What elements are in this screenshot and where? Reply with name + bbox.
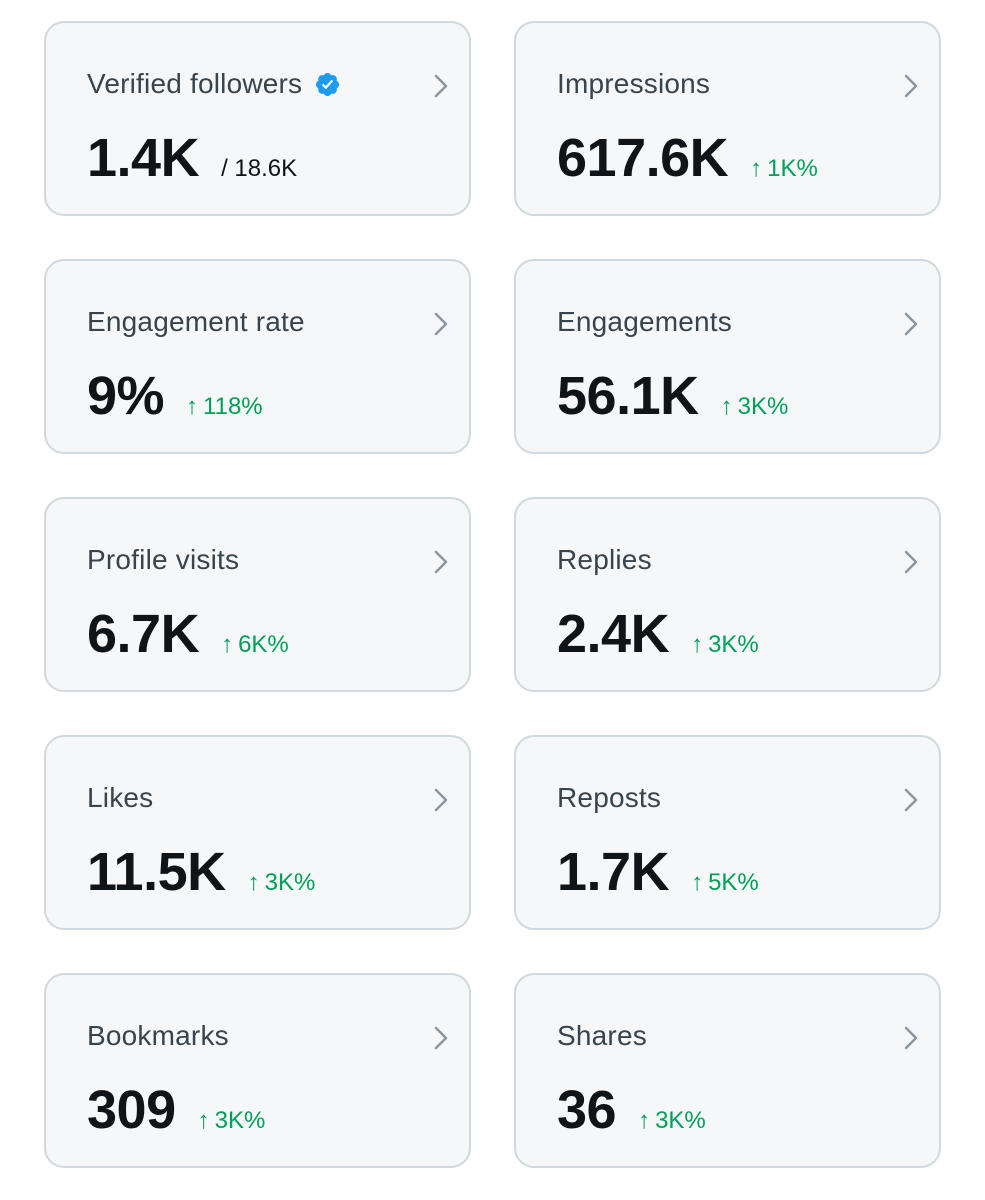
metric-delta: ↑ 3K% xyxy=(198,1107,266,1135)
chevron-right-icon[interactable] xyxy=(903,311,919,337)
metric-label: Replies xyxy=(557,544,652,575)
arrow-up-icon: ↑ xyxy=(186,393,199,420)
metric-delta: ↑ 118% xyxy=(186,393,263,421)
metric-delta: ↑ 3K% xyxy=(691,631,759,659)
chevron-right-icon[interactable] xyxy=(433,73,449,99)
metrics-grid: Verified followers 1.4K / 18.6K Impressi… xyxy=(44,21,941,1168)
metric-card-profile-visits[interactable]: Profile visits 6.7K ↑ 6K% xyxy=(44,497,471,692)
chevron-right-icon[interactable] xyxy=(433,787,449,813)
metric-value: 56.1K xyxy=(557,366,699,426)
metric-label: Engagement rate xyxy=(87,306,305,337)
metric-card-likes[interactable]: Likes 11.5K ↑ 3K% xyxy=(44,735,471,930)
metric-label: Bookmarks xyxy=(87,1020,229,1051)
metric-delta: ↑ 6K% xyxy=(221,631,289,659)
arrow-up-icon: ↑ xyxy=(691,869,704,896)
metric-card-engagement-rate[interactable]: Engagement rate 9% ↑ 118% xyxy=(44,259,471,454)
metric-delta-value: 1K% xyxy=(767,155,818,182)
verified-badge-icon xyxy=(316,72,340,96)
metric-card-shares[interactable]: Shares 36 ↑ 3K% xyxy=(514,973,941,1168)
metric-value: 617.6K xyxy=(557,128,729,188)
metric-label: Likes xyxy=(87,782,154,813)
metric-delta: ↑ 3K% xyxy=(248,869,316,897)
metric-delta-value: 118% xyxy=(203,393,263,420)
metric-value-row: 1.4K / 18.6K xyxy=(87,131,297,185)
arrow-up-icon: ↑ xyxy=(750,155,763,182)
metric-label: Reposts xyxy=(557,782,662,813)
metric-value-row: 36 ↑ 3K% xyxy=(557,1083,706,1137)
metric-delta-value: 3K% xyxy=(214,1107,266,1134)
metric-card-verified-followers[interactable]: Verified followers 1.4K / 18.6K xyxy=(44,21,471,216)
metric-delta: ↑ 5K% xyxy=(691,869,759,897)
arrow-up-icon: ↑ xyxy=(247,869,260,896)
metric-delta: ↑ 3K% xyxy=(638,1107,706,1135)
chevron-right-icon[interactable] xyxy=(903,787,919,813)
arrow-up-icon: ↑ xyxy=(691,631,704,658)
chevron-right-icon[interactable] xyxy=(903,73,919,99)
metric-value: 9% xyxy=(87,366,165,426)
metric-value-row: 9% ↑ 118% xyxy=(87,369,263,423)
metric-delta-value: 3K% xyxy=(708,631,759,658)
metric-label: Impressions xyxy=(557,68,711,99)
metric-delta-value: 3K% xyxy=(737,393,789,420)
metric-value-row: 2.4K ↑ 3K% xyxy=(557,607,759,661)
metric-delta: ↑ 3K% xyxy=(721,393,789,421)
metric-card-replies[interactable]: Replies 2.4K ↑ 3K% xyxy=(514,497,941,692)
metric-delta-value: 3K% xyxy=(655,1107,706,1134)
chevron-right-icon[interactable] xyxy=(433,549,449,575)
metric-delta: ↑ 1K% xyxy=(750,155,818,183)
metric-label: Profile visits xyxy=(87,544,240,575)
metric-label-row: Verified followers xyxy=(87,68,341,100)
metric-card-reposts[interactable]: Reposts 1.7K ↑ 5K% xyxy=(514,735,941,930)
metric-label: Shares xyxy=(557,1020,647,1051)
arrow-up-icon: ↑ xyxy=(720,393,733,420)
metric-value-row: 6.7K ↑ 6K% xyxy=(87,607,289,661)
metric-value-row: 309 ↑ 3K% xyxy=(87,1083,265,1137)
chevron-right-icon[interactable] xyxy=(903,549,919,575)
arrow-up-icon: ↑ xyxy=(197,1107,210,1134)
metric-value: 309 xyxy=(87,1080,176,1140)
metric-value-row: 617.6K ↑ 1K% xyxy=(557,131,818,185)
metric-delta-value: 3K% xyxy=(264,869,316,896)
arrow-up-icon: ↑ xyxy=(221,631,234,658)
metric-value-row: 56.1K ↑ 3K% xyxy=(557,369,788,423)
metric-value-row: 1.7K ↑ 5K% xyxy=(557,845,759,899)
metric-value: 11.5K xyxy=(87,842,226,902)
metric-card-engagements[interactable]: Engagements 56.1K ↑ 3K% xyxy=(514,259,941,454)
chevron-right-icon[interactable] xyxy=(433,311,449,337)
metric-value: 1.7K xyxy=(557,842,670,902)
metric-label: Engagements xyxy=(557,306,732,337)
metric-total: / 18.6K xyxy=(221,155,298,182)
metric-value: 2.4K xyxy=(557,604,670,664)
arrow-up-icon: ↑ xyxy=(638,1107,651,1134)
metric-value-row: 11.5K ↑ 3K% xyxy=(87,845,315,899)
chevron-right-icon[interactable] xyxy=(433,1025,449,1051)
metric-value: 36 xyxy=(557,1080,617,1140)
metric-delta-value: 6K% xyxy=(238,631,289,658)
metric-delta-value: 5K% xyxy=(708,869,759,896)
metric-label: Verified followers xyxy=(87,68,303,99)
chevron-right-icon[interactable] xyxy=(903,1025,919,1051)
metric-card-bookmarks[interactable]: Bookmarks 309 ↑ 3K% xyxy=(44,973,471,1168)
metric-value: 6.7K xyxy=(87,604,200,664)
metric-card-impressions[interactable]: Impressions 617.6K ↑ 1K% xyxy=(514,21,941,216)
metric-value: 1.4K xyxy=(87,128,200,188)
